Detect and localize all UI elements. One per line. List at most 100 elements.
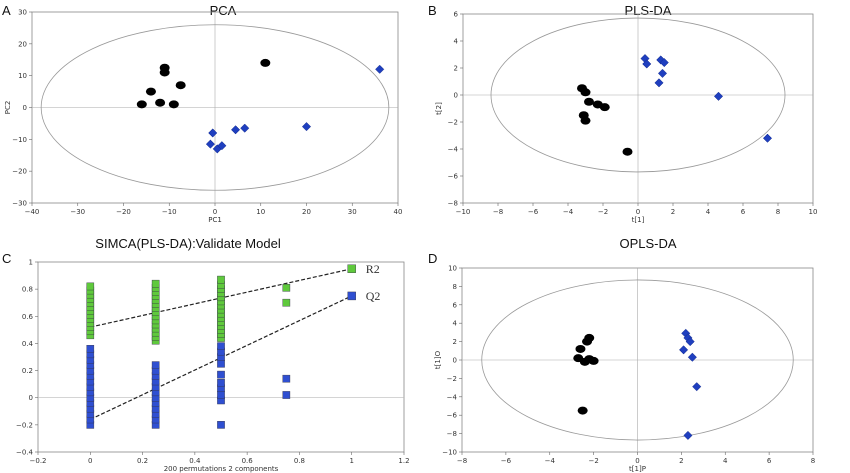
y-tick-label: 4 [453, 320, 458, 328]
panel-letter-b: B [428, 3, 437, 18]
x-tick-label: −30 [70, 208, 85, 216]
x-tick-label: 6 [767, 457, 772, 465]
hotelling-ellipse [481, 279, 794, 441]
data-point [599, 103, 610, 112]
x-tick-label: 0 [636, 208, 640, 216]
y-tick-label: 0.4 [22, 340, 34, 348]
y-tick-label: 0.8 [22, 286, 33, 294]
series-group2 [205, 64, 385, 154]
data-point [584, 97, 594, 106]
y-tick-label: −8 [448, 200, 458, 208]
data-point [159, 63, 170, 72]
data-point [683, 430, 693, 440]
data-point [679, 345, 689, 355]
data-point [217, 370, 225, 379]
x-tick-label: −20 [116, 208, 131, 216]
x-tick-label: −4 [545, 457, 556, 465]
legend-label-r2: R2 [366, 262, 380, 276]
x-tick-label: 6 [741, 208, 746, 216]
series-group1 [573, 333, 599, 415]
data-point [582, 337, 593, 346]
data-point [217, 275, 225, 284]
data-point [217, 378, 225, 387]
x-tick-label: 8 [811, 457, 815, 465]
data-point [622, 147, 633, 156]
data-point [155, 98, 166, 107]
x-tick-label: 2 [671, 208, 675, 216]
data-point [86, 345, 95, 353]
y-tick-label: 4 [454, 38, 459, 46]
data-point [375, 64, 385, 74]
legend-swatch-r2 [347, 264, 356, 273]
series-group1 [577, 84, 633, 156]
data-point [659, 58, 669, 68]
x-tick-label: −2 [598, 208, 608, 216]
y-tick-label: −2 [447, 375, 457, 383]
y-tick-label: 2 [453, 338, 457, 346]
x-tick-label: −6 [501, 457, 512, 465]
y-axis-label: t[2] [435, 102, 443, 115]
data-point [685, 337, 695, 347]
panel-c: C SIMCA(PLS-DA):Validate Model −0.2 0 0.2 0.4… [2, 236, 410, 473]
y-tick-label: 0 [454, 92, 458, 100]
x-tick-label: 4 [723, 457, 728, 465]
data-point [217, 141, 227, 151]
x-tick-label: −0.2 [30, 457, 47, 465]
data-point [168, 100, 179, 109]
x-tick-label: 10 [809, 208, 818, 216]
plot-frame [37, 261, 405, 453]
data-point [217, 342, 225, 350]
y-tick-label: −6 [448, 173, 459, 181]
x-tick-label: −2 [588, 457, 598, 465]
y-tick-label: 20 [18, 40, 27, 48]
x-tick-label: 0.6 [242, 457, 254, 465]
y-tick-label: −8 [447, 430, 457, 438]
y-axis-label: t[1]O [434, 350, 442, 369]
data-point [575, 344, 586, 353]
y-tick-label: 6 [453, 301, 458, 309]
data-point [282, 298, 291, 307]
data-point [151, 361, 160, 369]
chart-title: SIMCA(PLS-DA):Validate Model [95, 236, 281, 251]
data-point [136, 100, 147, 109]
y-tick-label: 2 [454, 65, 458, 73]
x-tick-label: −8 [457, 457, 467, 465]
data-point [240, 123, 250, 133]
x-tick-label: −4 [563, 208, 574, 216]
x-tick-label: 10 [256, 208, 265, 216]
hotelling-ellipse [40, 24, 390, 191]
data-point [657, 68, 668, 78]
data-point [580, 116, 591, 125]
data-point [282, 283, 291, 292]
data-point [687, 352, 697, 362]
y-tick-label: 6 [454, 11, 459, 19]
chart-title: PCA [210, 3, 237, 18]
data-point [86, 282, 95, 291]
data-point [208, 128, 218, 138]
y-tick-label: −4 [448, 146, 459, 154]
x-tick-label: −8 [493, 208, 503, 216]
data-point [282, 391, 291, 399]
x-axis-label: PC1 [208, 216, 222, 224]
y-tick-label: 1 [29, 259, 33, 267]
data-point [217, 391, 225, 399]
x-tick-label: −10 [162, 208, 177, 216]
x-tick-label: 0 [213, 208, 217, 216]
data-point [301, 122, 312, 132]
data-point [588, 356, 599, 365]
data-point [217, 359, 225, 368]
x-axis-label: 200 permutations 2 components [164, 465, 279, 473]
y-tick-label: −10 [12, 136, 27, 144]
x-tick-label: 20 [302, 208, 311, 216]
y-tick-label: −20 [12, 168, 27, 176]
data-point [145, 87, 156, 96]
data-point [762, 133, 773, 143]
hotelling-ellipse [490, 17, 786, 173]
chart-title: OPLS-DA [619, 236, 676, 251]
y-axis-label: PC2 [4, 101, 12, 115]
y-tick-label: 0.6 [22, 313, 34, 321]
panel-letter-a: A [2, 3, 11, 18]
panel-letter-c: C [2, 251, 11, 266]
series-r2 [86, 264, 356, 345]
